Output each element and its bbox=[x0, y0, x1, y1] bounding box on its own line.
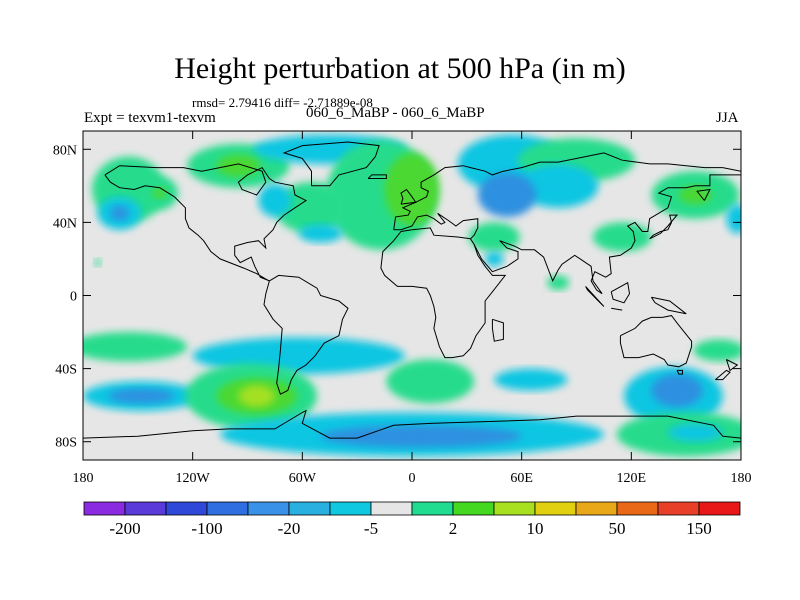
colorbar-swatch bbox=[165, 501, 208, 516]
coastline bbox=[491, 318, 504, 342]
coastline bbox=[725, 359, 739, 372]
colorbar-label: -200 bbox=[109, 519, 140, 538]
positive-anomaly-region bbox=[83, 332, 188, 362]
lon-tick-label: 180 bbox=[731, 471, 752, 486]
lat-tick-label: 80S bbox=[55, 436, 77, 451]
coastline bbox=[367, 174, 387, 179]
colorbar-swatch bbox=[616, 501, 659, 516]
colorbar-swatch bbox=[124, 501, 167, 516]
coastline bbox=[282, 141, 380, 187]
coastline bbox=[676, 369, 683, 375]
colorbar-label: 10 bbox=[527, 519, 544, 538]
colorbar-swatch bbox=[329, 501, 372, 516]
coastline bbox=[650, 296, 687, 315]
experiment-label: Expt = texvm1-texvm bbox=[84, 110, 216, 126]
rmsd-stats: rmsd= 2.79416 diff= -2.71889e-08 bbox=[192, 95, 373, 110]
coastline bbox=[380, 227, 507, 359]
run-label: 060_6_MaBP - 060_6_MaBP bbox=[306, 105, 485, 121]
coastline bbox=[611, 307, 623, 311]
coastline bbox=[696, 188, 711, 201]
coastline bbox=[649, 214, 679, 240]
colorbar-swatch bbox=[657, 501, 700, 516]
negative-anomaly-region bbox=[494, 368, 568, 391]
lat-tick-label: 0 bbox=[70, 290, 77, 305]
positive-anomaly-region bbox=[274, 182, 349, 234]
colorbar-swatch bbox=[288, 501, 331, 516]
coastline bbox=[393, 212, 479, 240]
colorbar-swatch bbox=[370, 501, 413, 516]
colorbar-swatch bbox=[452, 501, 495, 516]
positive-anomaly-region bbox=[152, 187, 168, 199]
negative-anomaly-region bbox=[726, 204, 741, 234]
lat-tick-label: 80N bbox=[53, 143, 77, 158]
lon-tick-label: 60E bbox=[510, 471, 533, 486]
negative-anomaly-region bbox=[651, 374, 703, 407]
positive-anomaly-region bbox=[693, 339, 741, 362]
lat-tick-label: 40S bbox=[55, 363, 77, 378]
colorbar-label: -100 bbox=[191, 519, 222, 538]
coastline bbox=[400, 188, 417, 205]
season-label: JJA bbox=[716, 110, 739, 126]
axis-ticks: 80N 40N 0 40S 80S 180 120W 60W 0 60E 120E 180 bbox=[53, 131, 752, 486]
colorbar-label: 2 bbox=[449, 519, 458, 538]
negative-anomaly-region bbox=[667, 423, 723, 442]
coastline bbox=[619, 315, 693, 368]
positive-anomaly-region bbox=[592, 222, 652, 252]
colorbar-swatch bbox=[575, 501, 618, 516]
coastlines bbox=[83, 141, 741, 439]
coastline bbox=[263, 274, 349, 395]
positive-anomaly-region bbox=[386, 359, 475, 404]
lon-tick-label: 120E bbox=[617, 471, 647, 486]
coastline bbox=[715, 369, 731, 381]
lon-tick-label: 120W bbox=[176, 471, 211, 486]
colorbar-swatch bbox=[83, 501, 126, 516]
coastline bbox=[585, 286, 605, 307]
negative-anomaly-region bbox=[298, 224, 343, 243]
colorbar-label: -5 bbox=[364, 519, 378, 538]
colorbar-label: -20 bbox=[278, 519, 301, 538]
negative-anomaly-region bbox=[108, 388, 175, 404]
colorbar-swatch bbox=[247, 501, 290, 516]
positive-anomaly-region bbox=[216, 154, 261, 177]
lon-tick-label: 180 bbox=[73, 471, 94, 486]
colorbar-label: 50 bbox=[609, 519, 626, 538]
lat-tick-label: 40N bbox=[53, 216, 77, 231]
lon-tick-label: 60W bbox=[289, 471, 317, 486]
colorbar-swatch bbox=[411, 501, 454, 516]
negative-anomaly-region bbox=[258, 184, 292, 217]
colorbar-swatch bbox=[493, 501, 536, 516]
colorbar-swatch bbox=[206, 501, 249, 516]
positive-anomaly-region bbox=[547, 275, 570, 291]
colorbar-swatch bbox=[698, 501, 741, 516]
anomaly-field bbox=[83, 134, 741, 457]
colorbar-swatch bbox=[534, 501, 577, 516]
colorbar: -200 -100 -20 -5 2 10 50 150 bbox=[83, 501, 741, 538]
negative-anomaly-region bbox=[320, 425, 522, 448]
positive-anomaly-region bbox=[93, 258, 102, 267]
positive-anomaly-region bbox=[384, 152, 440, 227]
coastline bbox=[393, 152, 741, 230]
negative-anomaly-region bbox=[110, 205, 129, 221]
negative-anomaly-region bbox=[518, 163, 599, 208]
positive-anomaly-region bbox=[468, 222, 520, 252]
colorbar-label: 150 bbox=[686, 519, 712, 538]
negative-anomaly-region bbox=[477, 173, 537, 217]
lon-tick-label: 0 bbox=[409, 471, 416, 486]
coastline bbox=[610, 281, 631, 304]
coastline bbox=[83, 409, 741, 439]
coastline bbox=[473, 174, 741, 295]
positive-anomaly-region bbox=[238, 385, 275, 407]
map-title: Height perturbation at 500 hPa (in m) bbox=[174, 52, 626, 85]
coastline bbox=[104, 163, 307, 282]
negative-anomaly-region bbox=[485, 251, 504, 267]
